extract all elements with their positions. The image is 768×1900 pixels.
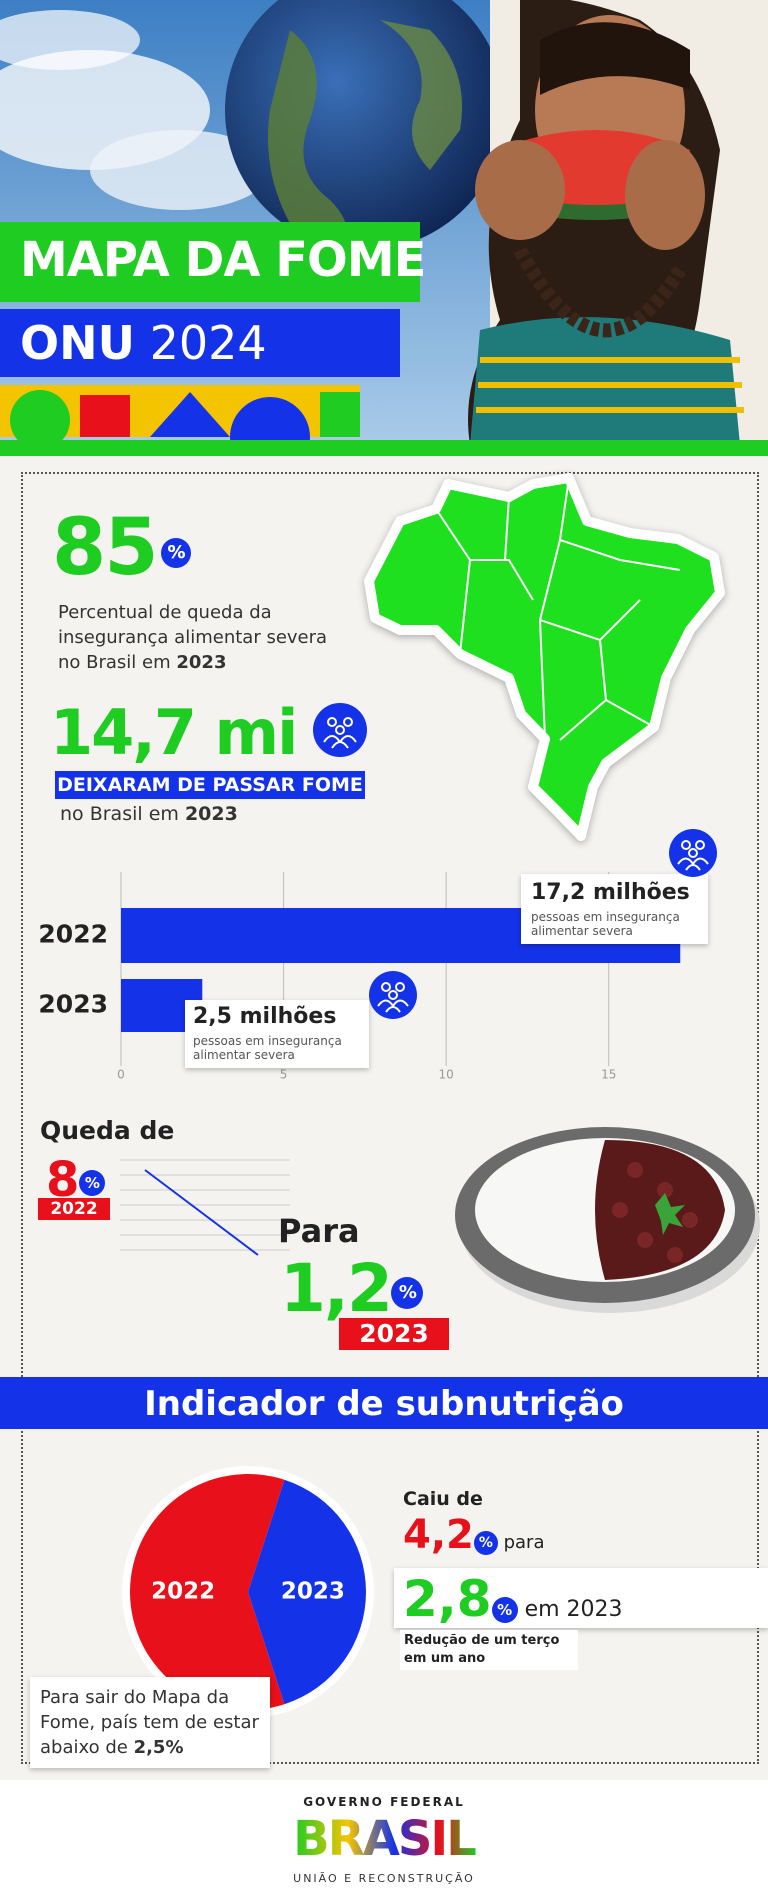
to-value: 2,8 (403, 1570, 492, 1628)
bar-caption: pessoas em insegurança alimentar severa (531, 910, 680, 938)
brazil-map (364, 473, 725, 841)
stat-people-value: 14,7 mi (50, 696, 298, 769)
x-tick-label: 5 (280, 1068, 288, 1082)
y-tick-label: 2022 (38, 920, 108, 949)
footer-logo: BRASIL (293, 1812, 478, 1867)
footer-motto: UNIÃO E RECONSTRUÇÃO (293, 1872, 475, 1885)
pie-slice (129, 1474, 285, 1710)
plate-illustration (455, 1127, 760, 1313)
percent-badge: % (79, 1170, 106, 1196)
subnutrition-pie: 2022 2023 (122, 1466, 374, 1718)
title-line2: ONU 2024 (20, 316, 267, 370)
percent-badge: % (390, 1276, 423, 1309)
reduction-note: Redução de um terço em um ano (400, 1630, 578, 1670)
threshold-text: Para sair do Mapa da Fome, país tem de e… (40, 1687, 259, 1758)
title-org: ONU (20, 316, 135, 370)
stat-people-description: no Brasil em 2023 (60, 803, 238, 825)
to-box (394, 1568, 768, 1628)
stat-drop-number: 85 (52, 503, 159, 593)
label-box-2022: 17,2 milhões pessoas em insegurança alim… (521, 874, 708, 944)
stat-people-text: no Brasil em (60, 803, 179, 825)
label-box-2023: 2,5 milhões pessoas em insegurança alime… (185, 1000, 369, 1068)
pie-slice (248, 1479, 366, 1705)
to-row: 2,8% em 2023 (403, 1570, 623, 1628)
rate-to-year: 2023 (339, 1318, 449, 1350)
title-line1: MAPA DA FOME (20, 232, 426, 288)
stat-people-banner: DEIXARAM DE PASSAR FOME (55, 771, 365, 799)
percent-badge: % (473, 1531, 498, 1555)
content-frame (21, 472, 759, 1764)
people-icon (369, 971, 417, 1019)
people-icon (313, 703, 367, 757)
x-tick-label: 15 (601, 1068, 616, 1082)
pie-label: 2022 (151, 1579, 215, 1605)
percent-badge: % (491, 1597, 518, 1623)
rate-drop-lines (120, 1159, 290, 1256)
stat-drop-description: Percentual de queda da insegurança alime… (58, 600, 348, 675)
rate-drop-title: Queda de (40, 1116, 175, 1145)
threshold-value: 2,5% (133, 1737, 184, 1758)
rate-to-value: 1,2 (280, 1250, 393, 1327)
bar-caption: pessoas em insegurança alimentar severa (193, 1034, 342, 1062)
fell-from-row: 4,2% para (403, 1512, 544, 1558)
bar-value-label: 17,2 milhões (531, 880, 690, 905)
x-tick-label: 0 (117, 1068, 125, 1082)
header-art (0, 0, 768, 456)
bar-value-label: 2,5 milhões (193, 1004, 337, 1029)
in-year: em 2023 (524, 1597, 623, 1622)
footer-government: GOVERNO FEDERAL (303, 1795, 465, 1809)
from-value: 4,2 (403, 1512, 474, 1558)
section-title: Indicador de subnutrição (144, 1384, 624, 1424)
percent-badge: % (160, 537, 191, 568)
section-band (0, 1377, 768, 1429)
rate-to-label: Para (278, 1212, 360, 1250)
stat-drop-year: 2023 (176, 652, 227, 673)
rate-to: 1,2% (280, 1250, 423, 1327)
threshold-note: Para sair do Mapa da Fome, país tem de e… (30, 1677, 270, 1768)
footer-brand: BRASIL (293, 1812, 476, 1867)
to-word: para (503, 1532, 545, 1553)
stat-people-year: 2023 (184, 803, 238, 825)
rate-from-year: 2022 (38, 1198, 110, 1220)
footer (0, 1780, 768, 1900)
people-icon (669, 829, 717, 877)
pie-label: 2023 (281, 1579, 345, 1605)
title-year: 2024 (149, 316, 267, 370)
stat-drop-text: Percentual de queda da insegurança alime… (58, 602, 328, 673)
x-tick-label: 10 (439, 1068, 454, 1082)
fell-from: Caiu de (403, 1488, 483, 1510)
stat-drop-value: 85% (52, 503, 191, 593)
y-tick-label: 2023 (38, 990, 108, 1019)
